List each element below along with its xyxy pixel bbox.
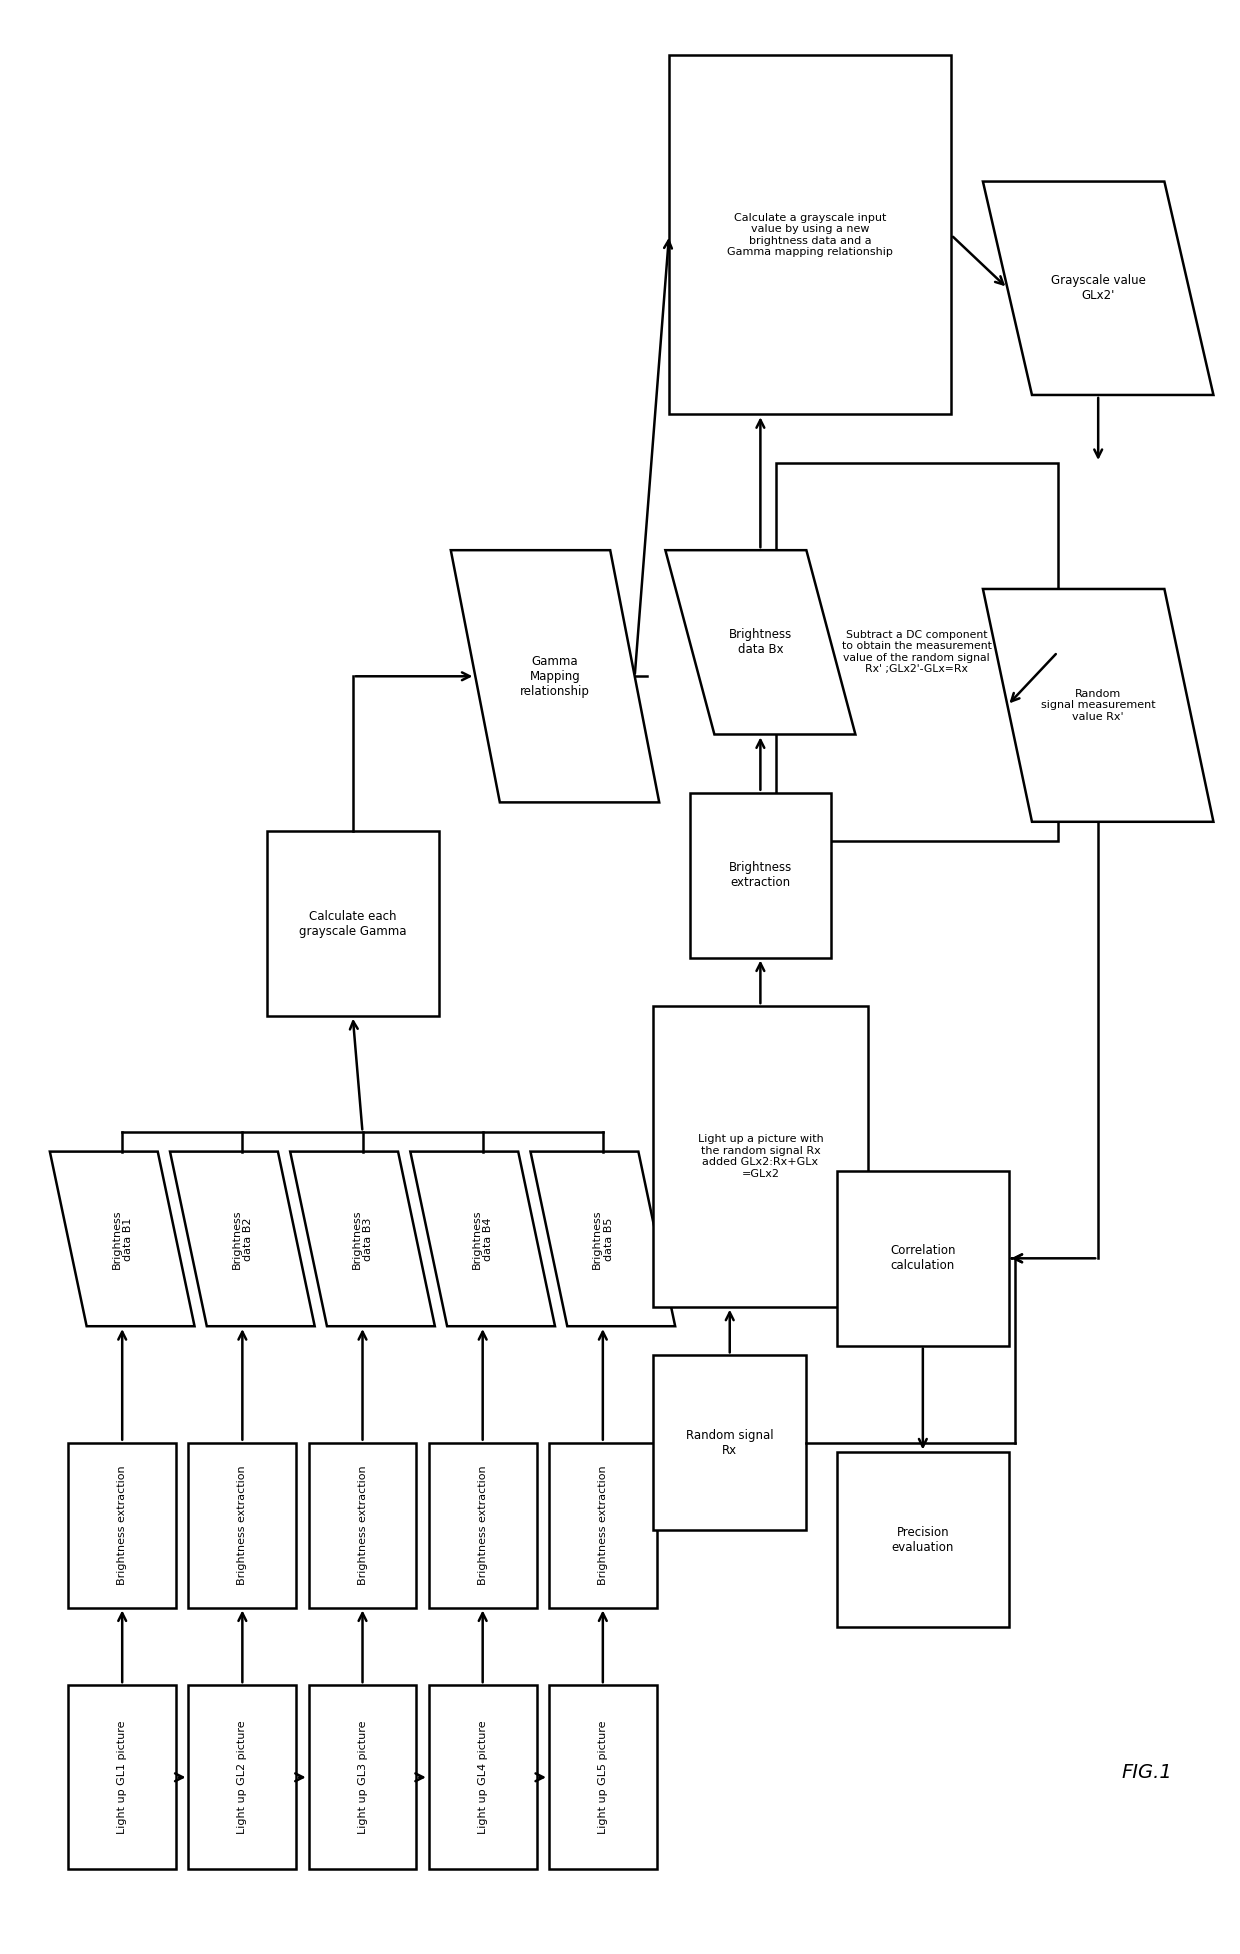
Text: Light up GL4 picture: Light up GL4 picture: [477, 1720, 487, 1835]
Text: Calculate a grayscale input
value by using a new
brightness data and a
Gamma map: Calculate a grayscale input value by usi…: [727, 213, 893, 258]
Bar: [670, 55, 951, 414]
Bar: [309, 1442, 417, 1608]
Text: Brightness
data Bx: Brightness data Bx: [729, 629, 792, 657]
Polygon shape: [170, 1151, 315, 1327]
Text: Light up a picture with
the random signal Rx
added GLx2:Rx+GLx
=GLx2: Light up a picture with the random signa…: [698, 1133, 823, 1178]
Bar: [653, 1006, 868, 1307]
Text: Brightness
data B4: Brightness data B4: [472, 1210, 494, 1268]
Text: Subtract a DC component
to obtain the measurement
value of the random signal
Rx': Subtract a DC component to obtain the me…: [842, 629, 992, 674]
Polygon shape: [983, 588, 1214, 823]
Text: Calculate each
grayscale Gamma: Calculate each grayscale Gamma: [299, 911, 407, 938]
Polygon shape: [451, 551, 660, 803]
Text: Brightness extraction: Brightness extraction: [237, 1466, 247, 1585]
Text: FIG.1: FIG.1: [1122, 1763, 1173, 1782]
Text: Correlation
calculation: Correlation calculation: [890, 1245, 956, 1272]
Text: Brightness
data B2: Brightness data B2: [232, 1210, 253, 1268]
Text: Brightness
data B5: Brightness data B5: [591, 1210, 614, 1268]
Text: Brightness
data B3: Brightness data B3: [352, 1210, 373, 1268]
Text: Brightness extraction: Brightness extraction: [598, 1466, 608, 1585]
Text: Brightness
extraction: Brightness extraction: [729, 862, 792, 889]
Text: Light up GL3 picture: Light up GL3 picture: [357, 1721, 367, 1835]
Bar: [837, 1170, 1008, 1346]
Bar: [188, 1684, 296, 1870]
Bar: [309, 1684, 417, 1870]
Bar: [68, 1442, 176, 1608]
Polygon shape: [531, 1151, 675, 1327]
Bar: [653, 1356, 806, 1530]
Text: Light up GL2 picture: Light up GL2 picture: [237, 1720, 247, 1835]
Text: Brightness extraction: Brightness extraction: [118, 1466, 128, 1585]
Bar: [837, 1452, 1008, 1628]
Polygon shape: [410, 1151, 556, 1327]
Text: Brightness
data B1: Brightness data B1: [112, 1210, 133, 1268]
Text: Random signal
Rx: Random signal Rx: [686, 1428, 774, 1456]
Text: Grayscale value
GLx2': Grayscale value GLx2': [1050, 274, 1146, 303]
Bar: [549, 1684, 657, 1870]
Text: Brightness extraction: Brightness extraction: [477, 1466, 487, 1585]
Text: Light up GL5 picture: Light up GL5 picture: [598, 1721, 608, 1835]
Polygon shape: [983, 182, 1214, 395]
Bar: [549, 1442, 657, 1608]
Polygon shape: [666, 551, 856, 735]
Bar: [776, 463, 1058, 840]
Text: Precision
evaluation: Precision evaluation: [892, 1526, 954, 1553]
Bar: [68, 1684, 176, 1870]
Bar: [689, 793, 831, 957]
Text: Brightness extraction: Brightness extraction: [357, 1466, 367, 1585]
Text: Light up GL1 picture: Light up GL1 picture: [118, 1721, 128, 1835]
Text: Random
signal measurement
value Rx': Random signal measurement value Rx': [1040, 688, 1156, 721]
Polygon shape: [290, 1151, 435, 1327]
Bar: [267, 832, 439, 1016]
Bar: [188, 1442, 296, 1608]
Text: Gamma
Mapping
relationship: Gamma Mapping relationship: [520, 655, 590, 698]
Polygon shape: [50, 1151, 195, 1327]
Bar: [429, 1684, 537, 1870]
Bar: [429, 1442, 537, 1608]
